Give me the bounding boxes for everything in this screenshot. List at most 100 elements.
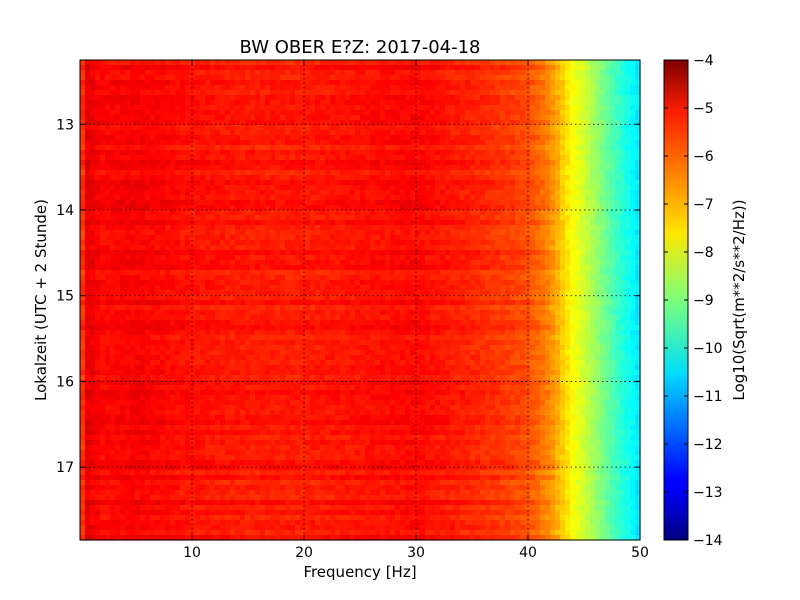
heatmap-cell: [205, 170, 211, 176]
heatmap-cell: [425, 100, 431, 106]
heatmap-cell: [190, 185, 196, 191]
heatmap-cell: [475, 120, 481, 126]
heatmap-cell: [590, 195, 596, 201]
heatmap-cell: [600, 60, 606, 66]
heatmap-cell: [225, 225, 231, 231]
heatmap-cell: [570, 205, 576, 211]
heatmap-cell: [485, 240, 491, 246]
heatmap-cell: [480, 155, 486, 161]
heatmap-cell: [365, 125, 371, 131]
heatmap-cell: [200, 175, 206, 181]
heatmap-cell: [505, 120, 511, 126]
heatmap-cell: [145, 195, 151, 201]
heatmap-cell: [280, 65, 286, 71]
heatmap-cell: [125, 135, 131, 141]
heatmap-cell: [145, 155, 151, 161]
heatmap-cell: [195, 200, 201, 206]
heatmap-cell: [280, 165, 286, 171]
heatmap-cell: [490, 155, 496, 161]
heatmap-cell: [260, 170, 266, 176]
heatmap-cell: [100, 100, 106, 106]
heatmap-cell: [610, 105, 616, 111]
heatmap-cell: [130, 100, 136, 106]
heatmap-cell: [370, 165, 376, 171]
heatmap-cell: [360, 85, 366, 91]
heatmap-cell: [590, 115, 596, 121]
heatmap-cell: [185, 140, 191, 146]
heatmap-cell: [135, 135, 141, 141]
heatmap-cell: [615, 165, 621, 171]
heatmap-cell: [200, 245, 206, 251]
heatmap-cell: [560, 270, 566, 276]
heatmap-cell: [220, 190, 226, 196]
heatmap-cell: [545, 150, 551, 156]
heatmap-cell: [325, 130, 331, 136]
heatmap-cell: [135, 85, 141, 91]
heatmap-cell: [435, 240, 441, 246]
heatmap-cell: [445, 220, 451, 226]
heatmap-cell: [310, 265, 316, 271]
heatmap-cell: [460, 120, 466, 126]
heatmap-cell: [235, 225, 241, 231]
heatmap-cell: [540, 95, 546, 101]
heatmap-cell: [80, 175, 86, 181]
heatmap-cell: [355, 265, 361, 271]
heatmap-cell: [580, 140, 586, 146]
heatmap-cell: [230, 270, 236, 276]
heatmap-cell: [405, 225, 411, 231]
heatmap-cell: [185, 165, 191, 171]
heatmap-cell: [555, 170, 561, 176]
heatmap-cell: [495, 245, 501, 251]
heatmap-cell: [635, 145, 641, 151]
heatmap-cell: [515, 65, 521, 71]
heatmap-cell: [285, 190, 291, 196]
heatmap-cell: [125, 210, 131, 216]
heatmap-cell: [280, 125, 286, 131]
heatmap-cell: [275, 225, 281, 231]
heatmap-cell: [150, 265, 156, 271]
heatmap-cell: [460, 90, 466, 96]
heatmap-cell: [575, 225, 581, 231]
heatmap-cell: [150, 280, 156, 286]
heatmap-cell: [540, 265, 546, 271]
heatmap-cell: [540, 100, 546, 106]
heatmap-cell: [215, 260, 221, 266]
heatmap-cell: [210, 270, 216, 276]
heatmap-cell: [130, 165, 136, 171]
heatmap-cell: [305, 275, 311, 281]
heatmap-cell: [390, 245, 396, 251]
heatmap-cell: [80, 245, 86, 251]
heatmap-cell: [190, 105, 196, 111]
heatmap-cell: [540, 260, 546, 266]
heatmap-cell: [540, 205, 546, 211]
heatmap-cell: [595, 145, 601, 151]
heatmap-cell: [325, 80, 331, 86]
heatmap-cell: [570, 80, 576, 86]
heatmap-cell: [480, 185, 486, 191]
heatmap-cell: [180, 110, 186, 116]
heatmap-cell: [430, 100, 436, 106]
heatmap-cell: [370, 190, 376, 196]
heatmap-cell: [585, 245, 591, 251]
heatmap-cell: [225, 235, 231, 241]
heatmap-cell: [360, 65, 366, 71]
heatmap-cell: [290, 240, 296, 246]
heatmap-cell: [570, 190, 576, 196]
heatmap-cell: [95, 200, 101, 206]
heatmap-cell: [150, 200, 156, 206]
heatmap-cell: [155, 235, 161, 241]
heatmap-cell: [635, 275, 641, 281]
heatmap-cell: [215, 250, 221, 256]
heatmap-cell: [110, 170, 116, 176]
heatmap-cell: [470, 85, 476, 91]
heatmap-cell: [360, 265, 366, 271]
heatmap-cell: [490, 235, 496, 241]
heatmap-cell: [250, 155, 256, 161]
heatmap-cell: [400, 85, 406, 91]
heatmap-cell: [510, 165, 516, 171]
heatmap-cell: [270, 155, 276, 161]
heatmap-cell: [580, 170, 586, 176]
heatmap-cell: [605, 275, 611, 281]
heatmap-cell: [560, 85, 566, 91]
heatmap-cell: [580, 145, 586, 151]
